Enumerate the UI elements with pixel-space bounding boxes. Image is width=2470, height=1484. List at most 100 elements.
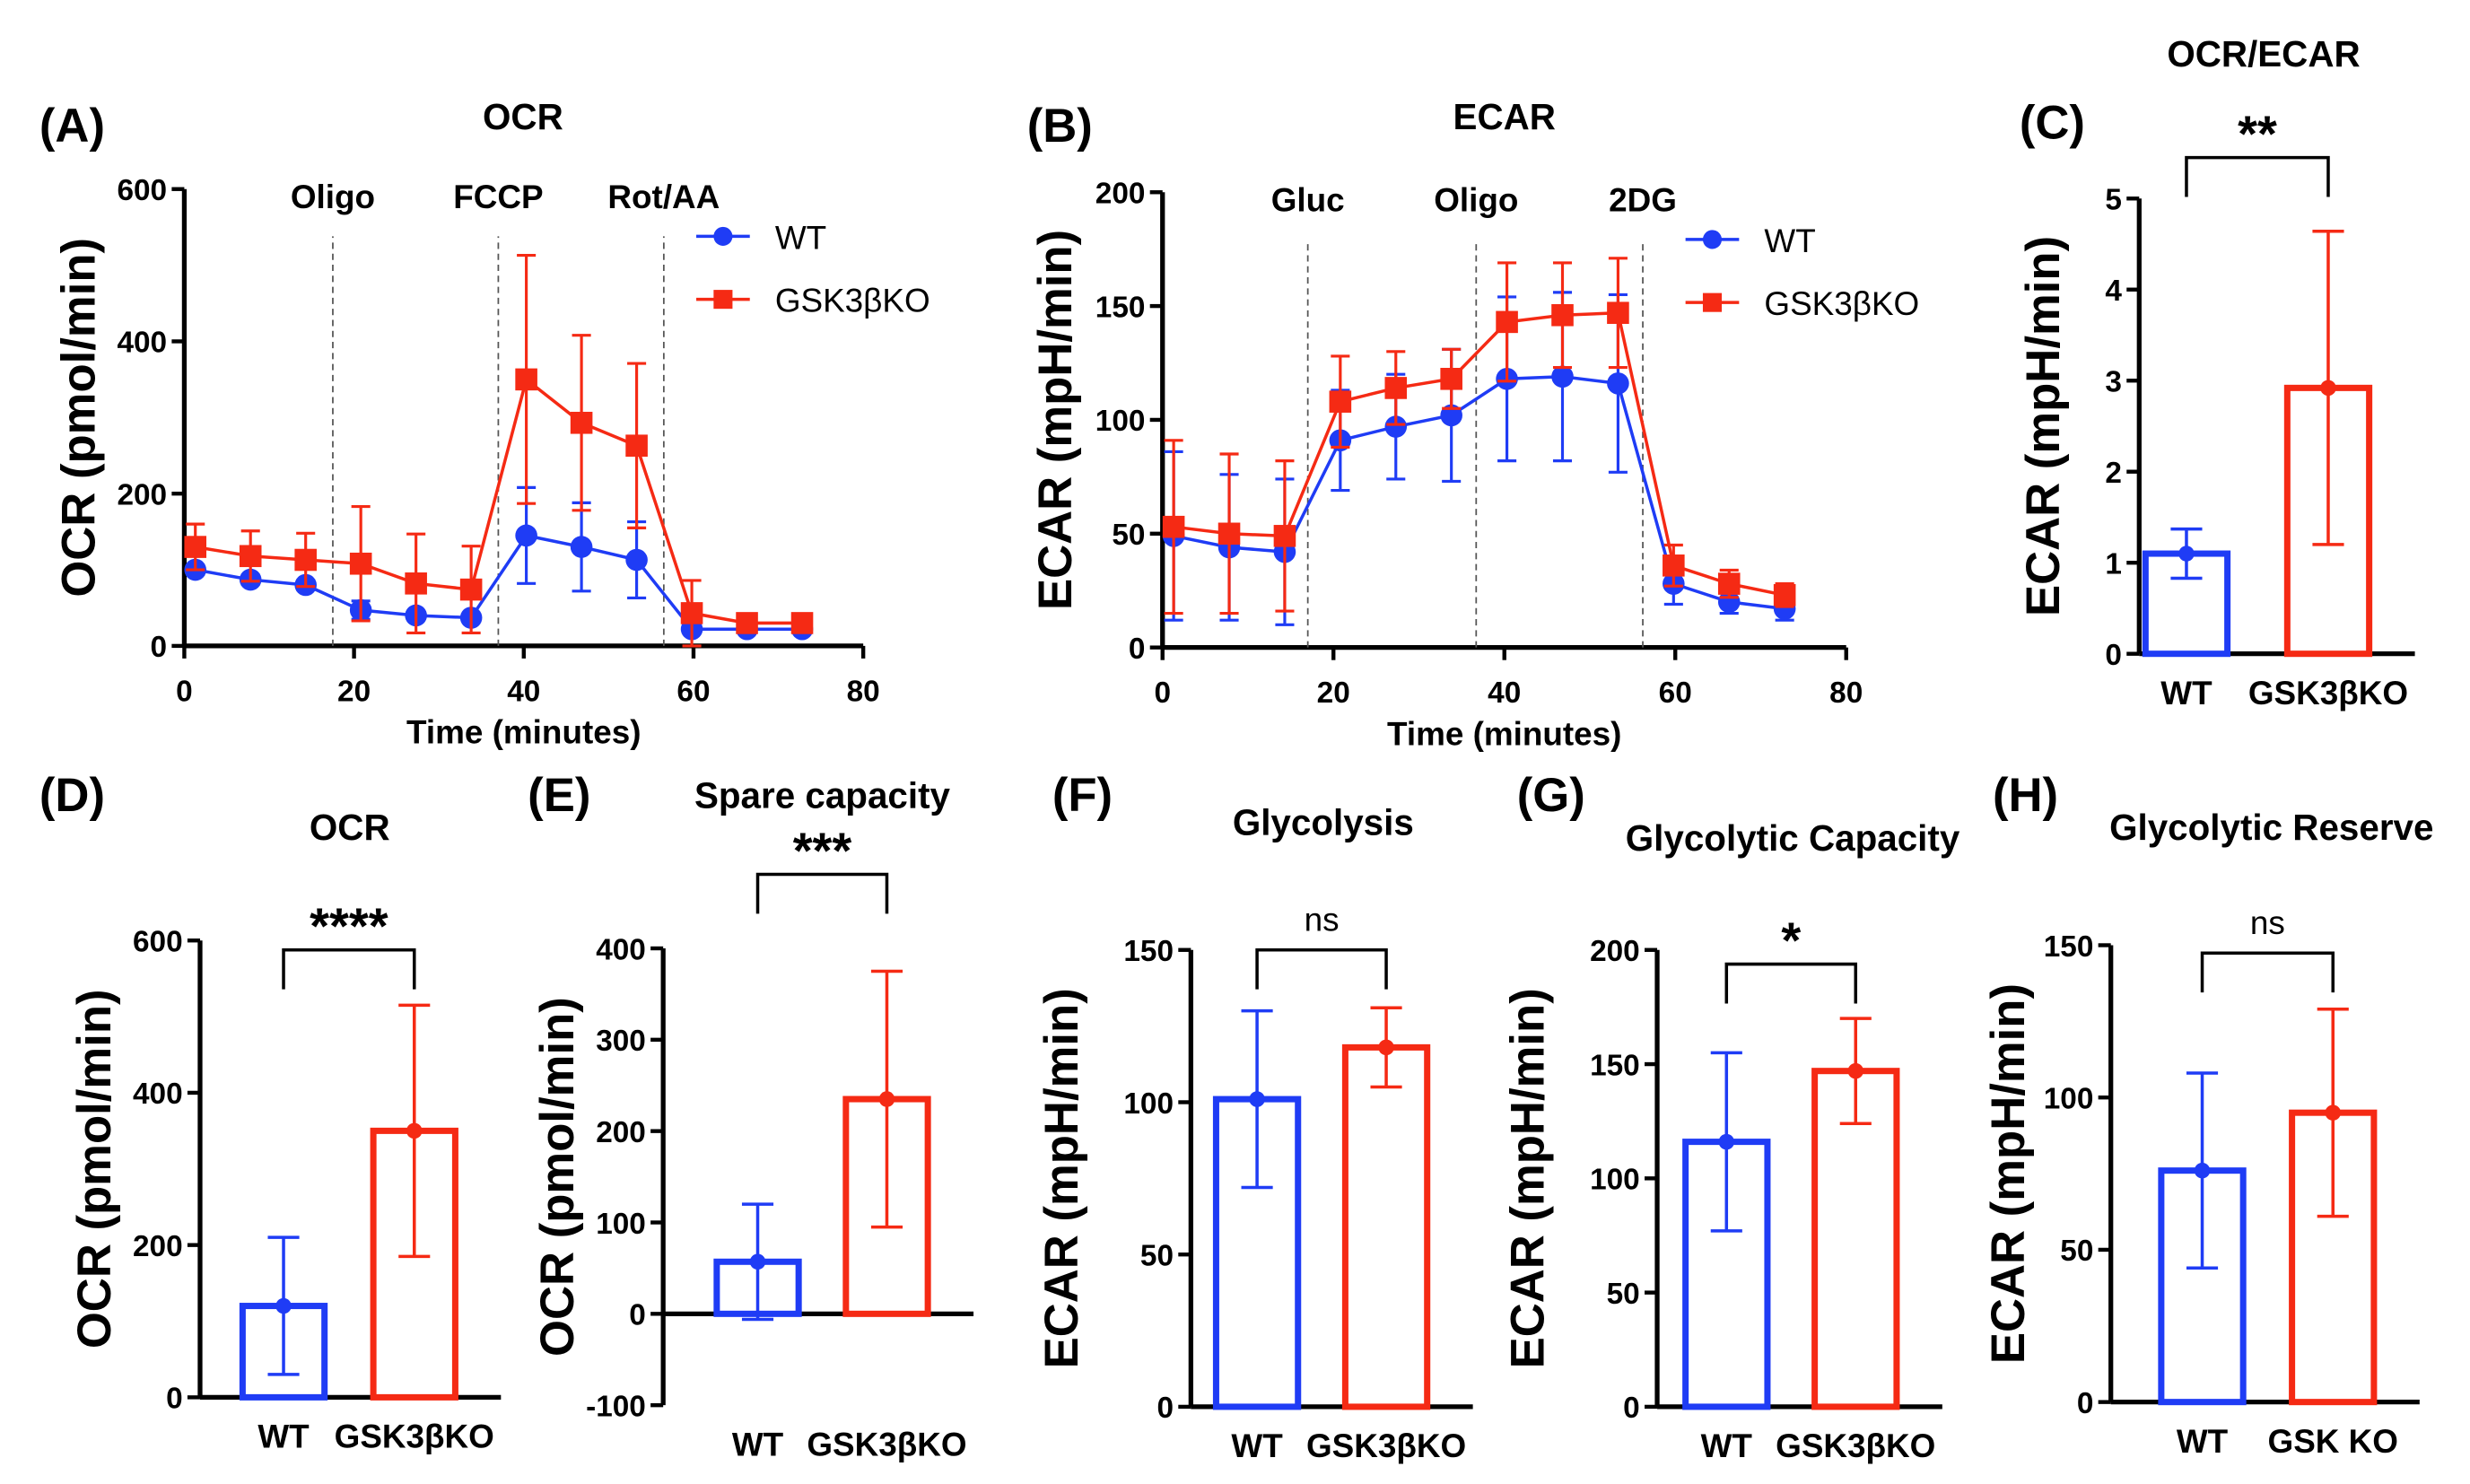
x-category-label: GSK3βKO (1776, 1427, 1935, 1464)
y-tick-label: 50 (1607, 1278, 1640, 1311)
panel-letter: (D) (39, 769, 105, 822)
data-point (1440, 367, 1462, 390)
legend-marker (1702, 230, 1723, 249)
y-tick-label: 3 (2105, 366, 2122, 399)
x-category-label: WT (1701, 1427, 1753, 1464)
x-category-label: WT (1231, 1427, 1283, 1464)
mean-point (2320, 380, 2336, 397)
y-tick-label: 1 (2105, 547, 2122, 581)
y-tick-label: 100 (1095, 405, 1146, 438)
data-point (1607, 301, 1629, 325)
y-tick-label: 0 (166, 1383, 183, 1416)
x-tick-label: 40 (507, 675, 540, 708)
x-category-label: GSK3βKO (2248, 675, 2408, 711)
panel-letter: (B) (1027, 100, 1093, 153)
data-point (1273, 525, 1296, 547)
chart-title: Glycolytic Reserve (2109, 807, 2433, 848)
y-tick-label: 100 (1123, 1087, 1174, 1121)
series-ko (184, 253, 814, 648)
panel-g: (G) Glycolytic Capacity 0 50 100 150 200 ECAR (… (1502, 769, 1960, 1464)
y-tick-label: 0 (2105, 639, 2122, 672)
x-category-label: GSK3βKO (335, 1419, 494, 1455)
y-axis-label: ECAR (mpH/min) (2017, 236, 2070, 616)
data-point (184, 536, 207, 558)
significance-label: * (1781, 912, 1801, 969)
chart-title: Glycolysis (1233, 802, 1414, 843)
data-point (294, 548, 317, 572)
y-tick-label: 200 (1095, 178, 1146, 211)
chart-title: Spare capacity (694, 775, 951, 816)
chart-title: ECAR (1453, 96, 1556, 137)
significance-bracket (282, 948, 416, 990)
mean-point (1847, 1062, 1864, 1079)
data-point (1773, 584, 1796, 607)
x-category-label: GSK3βKO (807, 1426, 966, 1462)
mean-point (1249, 1091, 1265, 1107)
data-point (1162, 515, 1185, 538)
y-tick-label: 600 (117, 174, 167, 207)
y-tick-label: 0 (1156, 1392, 1174, 1425)
y-axis-label: ECAR (mpH/min) (1982, 983, 2035, 1364)
injection-label: Oligo (291, 179, 375, 215)
data-point (1218, 522, 1241, 546)
panel-h: (H) Glycolytic Reserve 0 50 100 150 ECAR (mpH/… (1982, 769, 2433, 1460)
data-point (1384, 377, 1408, 399)
data-point (736, 612, 758, 634)
y-tick-label: 150 (2044, 930, 2094, 964)
y-tick-label: 600 (133, 926, 183, 959)
injection-label: Oligo (1434, 181, 1518, 218)
chart-title: Glycolytic Capacity (1626, 817, 1960, 859)
x-tick-label: 20 (337, 675, 371, 708)
x-tick-label: 80 (847, 675, 880, 708)
data-point (405, 572, 427, 595)
y-tick-label: 100 (2044, 1083, 2094, 1116)
mean-point (406, 1122, 423, 1139)
data-point (459, 578, 483, 601)
panel-c: (C) OCR/ECAR 0 1 2 3 4 5 ECAR (mpH/min) WT GSK3βKO… (2017, 33, 2415, 711)
significance-bracket (755, 872, 889, 914)
mean-point (749, 1253, 766, 1270)
y-tick-label: 150 (1590, 1049, 1640, 1082)
x-category-label: WT (2160, 675, 2213, 711)
significance-label: ** (2238, 106, 2277, 162)
y-tick-label: 400 (117, 327, 167, 360)
y-tick-label: 200 (133, 1230, 183, 1263)
data-point (570, 536, 593, 558)
legend-marker (1702, 292, 1723, 312)
data-point (1551, 303, 1574, 327)
significance-bracket (1724, 962, 1858, 1004)
mean-point (1718, 1133, 1735, 1150)
panel-letter: (C) (2020, 97, 2085, 150)
y-axis-label: ECAR (mpH/min) (1029, 230, 1082, 610)
legend-label: WT (1764, 223, 1815, 259)
y-tick-label: 50 (2060, 1235, 2093, 1268)
panel-letter: (H) (1993, 769, 2058, 822)
y-tick-label: 100 (596, 1208, 646, 1241)
bar-ko (1341, 1043, 1431, 1410)
y-tick-label: 400 (596, 933, 646, 966)
injection-label: Gluc (1271, 181, 1345, 218)
data-point (1607, 372, 1629, 395)
mean-point (2325, 1104, 2342, 1121)
y-tick-label: 150 (1095, 291, 1146, 324)
data-point (1551, 365, 1574, 388)
injection-label: 2DG (1609, 181, 1677, 218)
mean-point (1378, 1039, 1394, 1056)
data-point (1384, 415, 1408, 438)
data-point (625, 548, 648, 572)
data-point (570, 411, 593, 434)
y-tick-label: 400 (133, 1078, 183, 1111)
y-tick-label: 0 (1623, 1392, 1640, 1425)
y-axis-label: ECAR (mpH/min) (1502, 988, 1555, 1368)
data-point (1717, 572, 1741, 595)
y-axis-label: OCR (pmol/min) (68, 989, 121, 1349)
y-tick-label: 0 (629, 1299, 646, 1332)
significance-label: **** (310, 898, 388, 955)
legend-label: WT (775, 219, 826, 256)
y-tick-label: 200 (596, 1116, 646, 1149)
significance-bracket (2200, 951, 2335, 993)
significance-bracket (1255, 948, 1388, 990)
x-category-label: GSK3βKO (1306, 1427, 1466, 1464)
panel-letter: (G) (1517, 769, 1585, 822)
